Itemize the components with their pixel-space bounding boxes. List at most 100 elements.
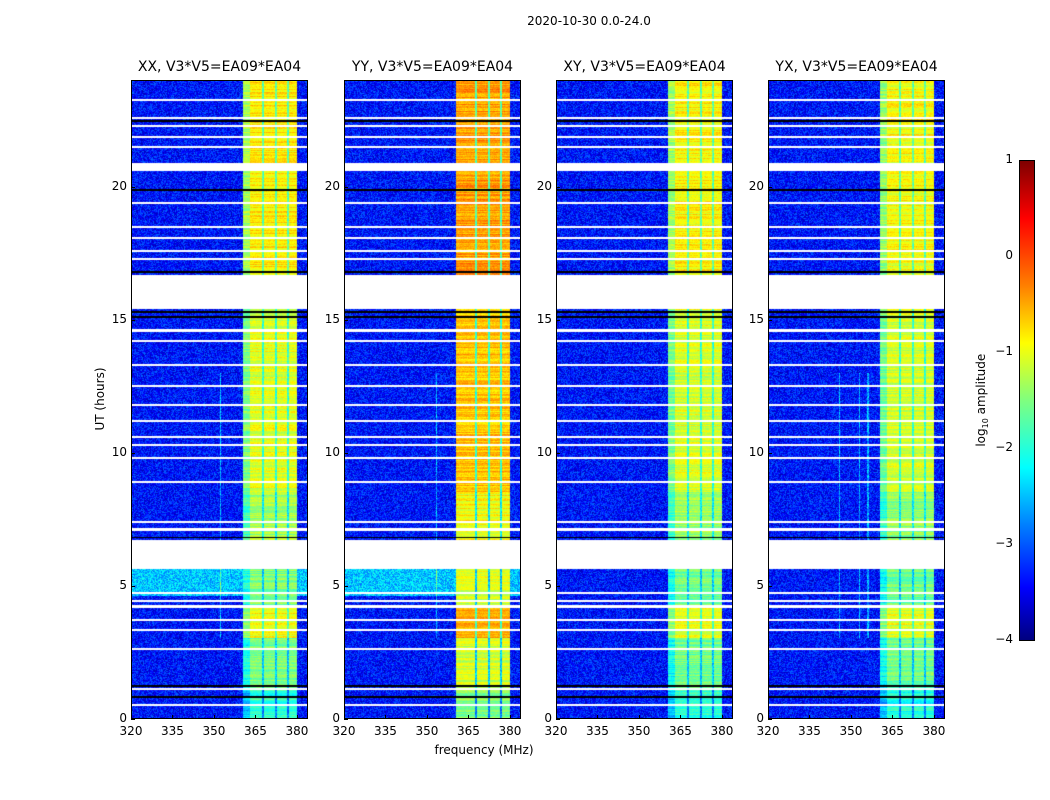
colorbar-tick-label: −2: [995, 440, 1013, 454]
x-tick-label: 335: [586, 724, 609, 738]
y-tick-mark: [344, 585, 348, 587]
x-tick-mark: [809, 715, 811, 719]
spectrogram-panel: [131, 80, 308, 719]
panel-title: XY, V3*V5=EA09*EA04: [563, 59, 726, 75]
y-tick-label: 10: [324, 444, 340, 459]
y-tick-label: 0: [119, 711, 127, 725]
y-tick-label: 0: [544, 711, 552, 725]
y-tick-label: 15: [536, 311, 552, 326]
x-tick-mark: [344, 715, 345, 719]
x-tick-label: 365: [244, 724, 267, 738]
y-tick-mark: [768, 319, 772, 321]
y-tick-mark: [768, 452, 772, 454]
y-tick-label: 5: [756, 577, 764, 592]
y-tick-mark: [556, 452, 560, 454]
y-tick-mark: [556, 585, 560, 587]
y-tick-label: 20: [324, 178, 340, 193]
x-tick-mark: [296, 715, 298, 719]
panel-title: XX, V3*V5=EA09*EA04: [137, 59, 302, 75]
y-tick-mark: [768, 585, 772, 587]
x-tick-label: 365: [457, 724, 480, 738]
x-tick-label: 335: [798, 724, 821, 738]
y-tick-mark: [344, 452, 348, 454]
x-tick-mark: [597, 715, 599, 719]
x-tick-mark: [172, 715, 174, 719]
y-tick-mark: [768, 719, 772, 720]
x-tick-mark: [638, 715, 640, 719]
x-tick-label: 320: [119, 724, 143, 738]
y-tick-label: 20: [111, 178, 127, 193]
x-tick-label: 350: [839, 724, 863, 738]
colorbar-tick-label: −4: [995, 632, 1013, 646]
y-tick-mark: [556, 319, 560, 321]
x-tick-mark: [721, 715, 723, 719]
x-tick-label: 380: [498, 724, 522, 738]
y-tick-mark: [131, 186, 135, 188]
spectrogram-panel: [344, 80, 521, 719]
panel-title: YY, V3*V5=EA09*EA04: [351, 59, 514, 75]
x-tick-mark: [850, 715, 852, 719]
y-tick-label: 5: [544, 577, 552, 592]
y-tick-label: 20: [748, 178, 764, 193]
x-tick-mark: [509, 715, 511, 719]
x-tick-mark: [255, 715, 257, 719]
panel-title: YX, V3*V5=EA09*EA04: [775, 59, 938, 75]
spectrogram-image: [132, 81, 307, 718]
y-tick-label: 10: [111, 444, 127, 459]
y-tick-mark: [344, 186, 348, 188]
spectrogram-image: [557, 81, 732, 718]
y-tick-label: 10: [748, 444, 764, 459]
y-tick-label: 15: [324, 311, 340, 326]
y-tick-label: 10: [536, 444, 552, 459]
y-tick-label: 0: [756, 711, 764, 725]
x-tick-mark: [385, 715, 387, 719]
x-tick-label: 350: [627, 724, 651, 738]
y-tick-mark: [131, 585, 135, 587]
x-tick-label: 335: [161, 724, 184, 738]
x-tick-label: 335: [374, 724, 397, 738]
spectrogram-panel: [556, 80, 733, 719]
x-tick-mark: [768, 715, 769, 719]
x-tick-label: 380: [285, 724, 309, 738]
x-tick-label: 380: [922, 724, 946, 738]
spectrogram-image: [345, 81, 520, 718]
y-tick-label: 5: [332, 577, 340, 592]
x-tick-mark: [131, 715, 132, 719]
x-tick-label: 320: [544, 724, 568, 738]
colorbar-tick-label: −3: [995, 536, 1013, 550]
x-tick-mark: [680, 715, 682, 719]
y-tick-mark: [131, 319, 135, 321]
x-tick-label: 320: [756, 724, 780, 738]
colorbar: [1019, 160, 1035, 641]
y-tick-mark: [556, 186, 560, 188]
x-tick-label: 350: [202, 724, 226, 738]
colorbar-tick-label: 0: [1005, 248, 1013, 262]
y-tick-mark: [344, 719, 348, 720]
x-tick-label: 365: [669, 724, 692, 738]
y-tick-mark: [131, 719, 135, 720]
x-tick-label: 365: [881, 724, 904, 738]
colorbar-tick-label: 1: [1005, 152, 1013, 166]
y-tick-mark: [344, 319, 348, 321]
colorbar-tick-label: −1: [995, 344, 1013, 358]
y-tick-label: 5: [119, 577, 127, 592]
x-tick-mark: [426, 715, 428, 719]
x-tick-mark: [556, 715, 557, 719]
x-tick-mark: [892, 715, 894, 719]
y-tick-label: 20: [536, 178, 552, 193]
y-tick-label: 15: [111, 311, 127, 326]
y-axis-label: UT (hours): [93, 367, 107, 431]
spectrogram-image: [769, 81, 944, 718]
y-tick-mark: [768, 186, 772, 188]
x-axis-label: frequency (MHz): [434, 743, 534, 757]
y-tick-mark: [556, 719, 560, 720]
y-tick-mark: [131, 452, 135, 454]
y-tick-label: 15: [748, 311, 764, 326]
figure-title: 2020-10-30 0.0-24.0: [527, 14, 651, 28]
y-tick-label: 0: [332, 711, 340, 725]
x-tick-label: 320: [332, 724, 356, 738]
x-tick-mark: [933, 715, 935, 719]
x-tick-mark: [468, 715, 470, 719]
x-tick-label: 350: [415, 724, 439, 738]
